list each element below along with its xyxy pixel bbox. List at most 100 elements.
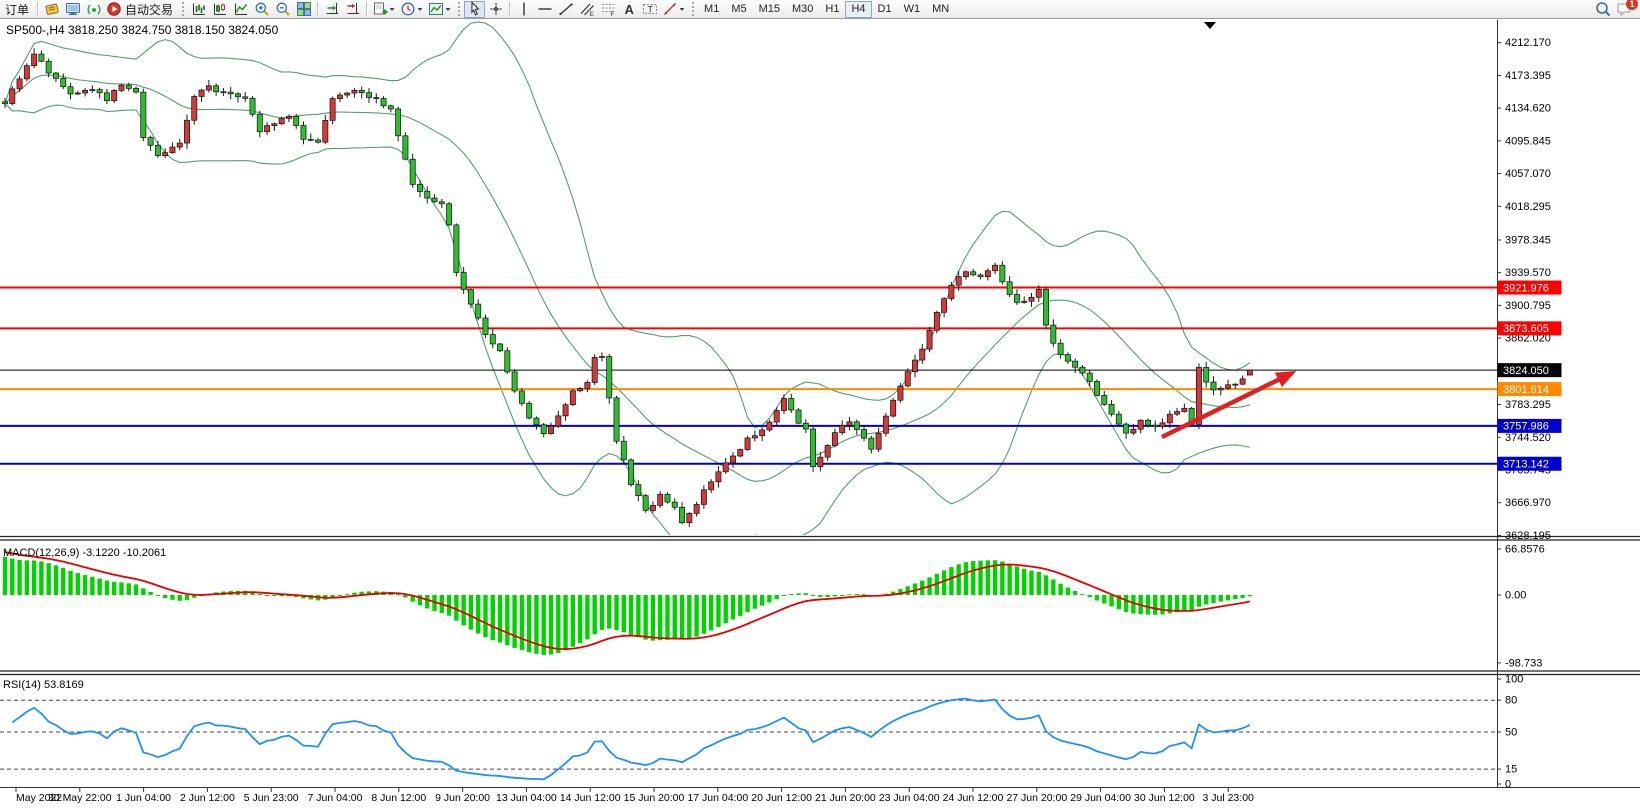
toolbar-separator (366, 2, 368, 16)
bar-chart-icon[interactable] (188, 1, 209, 18)
market-watch-icon[interactable] (62, 1, 83, 18)
price-badge: 3824.050 (1503, 365, 1549, 377)
timeframe-w1-button[interactable]: W1 (903, 3, 921, 15)
chart-shift-marker (1204, 22, 1216, 29)
time-tick-label: 15 Jun 20:00 (624, 792, 685, 804)
new-chart-icon[interactable] (370, 1, 398, 18)
zoom-in-icon[interactable] (251, 1, 272, 18)
periods-icon[interactable] (398, 1, 426, 18)
crosshair-icon[interactable] (485, 1, 506, 18)
price-tick: 3862.020 (1505, 333, 1551, 345)
rsi-scale-tick: 15 (1505, 764, 1517, 776)
price-tick: 3900.795 (1505, 300, 1551, 312)
macd-scale-tick: 66.8576 (1505, 544, 1545, 556)
svg-text:T: T (647, 5, 653, 15)
trendline-icon[interactable] (555, 1, 576, 18)
timeframe-d1-button[interactable]: D1 (877, 3, 892, 15)
price-tick: 4057.070 (1505, 168, 1551, 180)
macd-pane: 66.8576 0.00 -98.733 (2, 544, 1545, 669)
rsi-scale-tick: 80 (1505, 695, 1517, 707)
horizontal-line-icon[interactable] (534, 1, 555, 18)
time-tick-label: 21 Jun 20:00 (815, 792, 876, 804)
timeframe-h4-button[interactable]: H4 (845, 0, 872, 18)
fibonacci-icon[interactable]: F (597, 1, 618, 18)
timeframe-mn-button[interactable]: MN (932, 3, 950, 15)
main-toolbar: 订单 自动交易 E F A T M1 M5 M15 M30 H1 H4 D1 W1 MN 1 (0, 0, 1640, 19)
chat-icon[interactable]: 1 (1613, 0, 1638, 18)
time-tick-label: 13 Jun 04:00 (496, 792, 557, 804)
price-tick: 4173.395 (1505, 70, 1551, 82)
rsi-scale-tick: 100 (1505, 674, 1523, 686)
price-tick: 4134.620 (1505, 103, 1551, 115)
time-tick-label: May 2022 (16, 792, 62, 804)
time-tick-label: 17 Jun 04:00 (687, 792, 748, 804)
chart-shift-icon[interactable] (342, 1, 363, 18)
line-chart-icon[interactable] (230, 1, 251, 18)
toolbar-separator (317, 2, 319, 16)
new-order-icon[interactable] (41, 1, 62, 18)
price-tick: 3744.520 (1505, 432, 1551, 444)
signals-icon[interactable] (83, 1, 104, 18)
price-scale[interactable]: 4212.170 4173.395 4134.620 4095.845 4057.070… (1497, 37, 1562, 542)
autotrade-button[interactable]: 自动交易 (104, 1, 178, 18)
price-tick: 4095.845 (1505, 135, 1551, 147)
equidistant-channel-icon[interactable]: E (576, 1, 597, 18)
search-icon[interactable] (1592, 1, 1613, 18)
candle-chart-icon[interactable] (209, 1, 230, 18)
candlestick-series (2, 48, 1253, 527)
chat-unread-badge: 1 (1626, 0, 1638, 10)
price-badge: 3921.976 (1503, 282, 1549, 294)
auto-scroll-icon[interactable] (321, 1, 342, 18)
text-label-icon[interactable]: T (639, 1, 660, 18)
timeframe-m1-button[interactable]: M1 (704, 3, 720, 15)
orders-button[interactable]: 订单 (5, 2, 30, 17)
time-tick-label: 1 Jun 04:00 (116, 792, 171, 804)
timeframe-m5-button[interactable]: M5 (731, 3, 747, 15)
svg-text:A: A (624, 2, 634, 17)
time-tick-label: 3 Jul 23:00 (1203, 792, 1255, 804)
time-tick-label: 30 Jun 12:00 (1134, 792, 1195, 804)
text-tool-icon[interactable]: A (618, 1, 639, 18)
timeframe-h1-button[interactable]: H1 (825, 3, 840, 15)
macd-scale-tick: 0.00 (1505, 590, 1526, 602)
rsi-scale-tick: 0 (1505, 779, 1511, 791)
pane-frame (0, 20, 1640, 788)
tile-windows-icon[interactable] (293, 1, 314, 18)
cursor-icon[interactable] (464, 0, 486, 18)
price-tick: 3783.295 (1505, 399, 1551, 411)
rsi-pane: 100 80 50 15 0 (0, 674, 1523, 791)
trend-arrow-annotation[interactable] (1161, 22, 1297, 440)
price-tick: 3939.570 (1505, 267, 1551, 279)
time-tick-label: 29 Jun 04:00 (1070, 792, 1131, 804)
timeframe-m30-button[interactable]: M30 (792, 3, 814, 15)
price-tick: 3978.345 (1505, 234, 1551, 246)
rsi-scale-tick: 50 (1505, 727, 1517, 739)
svg-text:E: E (589, 11, 594, 17)
arrows-tool-icon[interactable] (660, 1, 688, 18)
templates-icon[interactable] (426, 1, 454, 18)
price-badge: 3801.614 (1503, 384, 1549, 396)
chart-background (0, 19, 1640, 810)
price-tick: 4212.170 (1505, 37, 1551, 49)
vertical-line-icon[interactable] (513, 1, 534, 18)
time-tick-label: 30 May 22:00 (48, 792, 112, 804)
price-badge: 3713.142 (1503, 459, 1549, 471)
price-tick: 4018.295 (1505, 201, 1551, 213)
rsi-label: RSI(14) 53.8169 (3, 679, 84, 691)
horizontal-level-lines[interactable] (0, 286, 1497, 465)
svg-text:F: F (610, 11, 614, 17)
time-tick-label: 9 Jun 20:00 (435, 792, 490, 804)
zoom-out-icon[interactable] (272, 1, 293, 18)
time-tick-label: 8 Jun 12:00 (371, 792, 426, 804)
time-tick-label: 5 Jun 23:00 (244, 792, 299, 804)
toolbar-separator (37, 2, 39, 16)
macd-label: MACD(12,26,9) -3.1220 -10.2061 (3, 547, 166, 559)
price-badge: 3873.605 (1503, 323, 1549, 335)
macd-scale-tick: -98.733 (1505, 657, 1542, 669)
price-tick: 3628.195 (1505, 530, 1551, 542)
timeframe-m15-button[interactable]: M15 (758, 3, 780, 15)
time-tick-label: 24 Jun 12:00 (943, 792, 1004, 804)
